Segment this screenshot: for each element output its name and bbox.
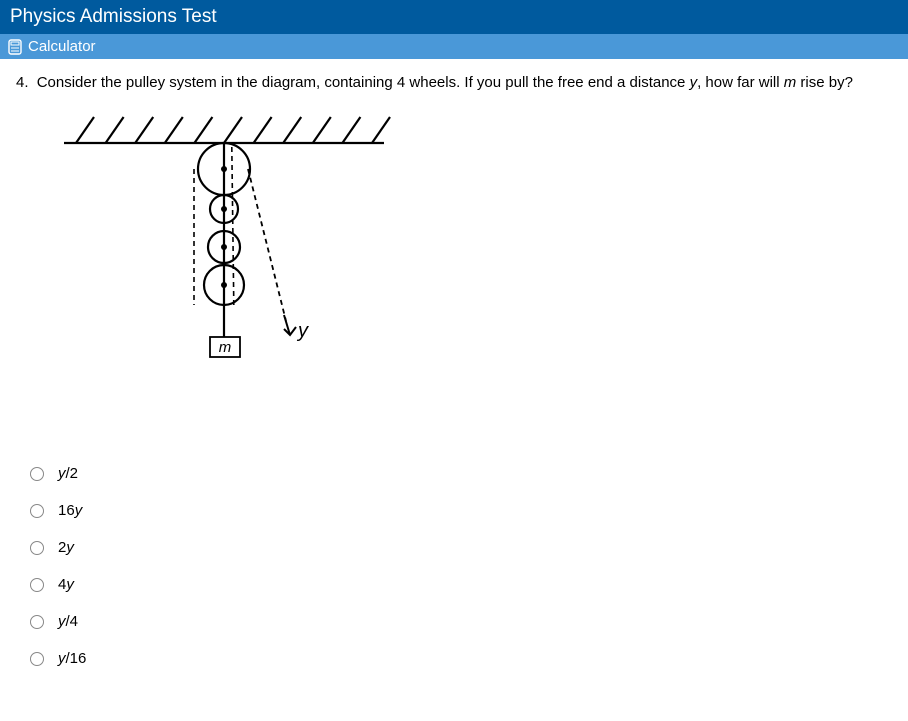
option-opt4[interactable]: 4y <box>30 566 892 603</box>
option-label-opt4: 4y <box>58 576 74 593</box>
option-opt2[interactable]: 16y <box>30 492 892 529</box>
calculator-icon[interactable] <box>8 39 22 55</box>
radio-opt3[interactable] <box>30 541 44 555</box>
option-label-opt5: y/4 <box>58 613 78 630</box>
svg-text:y: y <box>296 320 309 342</box>
option-opt1[interactable]: y/2 <box>30 455 892 492</box>
question-part-0: Consider the pulley system in the diagra… <box>37 74 690 91</box>
option-label-opt6: y/16 <box>58 650 86 667</box>
question-text: 4. Consider the pulley system in the dia… <box>16 73 892 93</box>
radio-opt4[interactable] <box>30 578 44 592</box>
option-label-opt1: y/2 <box>58 465 78 482</box>
option-label-opt2: 16y <box>58 502 82 519</box>
question-part-2: , how far will <box>697 74 784 91</box>
calculator-button[interactable]: Calculator <box>28 38 96 55</box>
radio-opt1[interactable] <box>30 467 44 481</box>
option-label-opt3: 2y <box>58 539 74 556</box>
pulley-diagram: my <box>44 111 892 405</box>
svg-text:m: m <box>219 339 232 356</box>
question-part-4: rise by? <box>796 74 853 91</box>
option-opt6[interactable]: y/16 <box>30 640 892 677</box>
page-title: Physics Admissions Test <box>10 6 217 27</box>
question-var-m: m <box>784 74 797 91</box>
option-opt5[interactable]: y/4 <box>30 603 892 640</box>
radio-opt5[interactable] <box>30 615 44 629</box>
tool-bar: Calculator <box>0 34 908 59</box>
answer-options: y/2 16y 2y 4y y/4 y/16 <box>30 455 892 677</box>
question-number: 4. <box>16 74 29 91</box>
radio-opt6[interactable] <box>30 652 44 666</box>
option-opt3[interactable]: 2y <box>30 529 892 566</box>
radio-opt2[interactable] <box>30 504 44 518</box>
question-area: 4. Consider the pulley system in the dia… <box>0 59 908 691</box>
question-var-y: y <box>690 74 698 91</box>
title-bar: Physics Admissions Test <box>0 0 908 34</box>
